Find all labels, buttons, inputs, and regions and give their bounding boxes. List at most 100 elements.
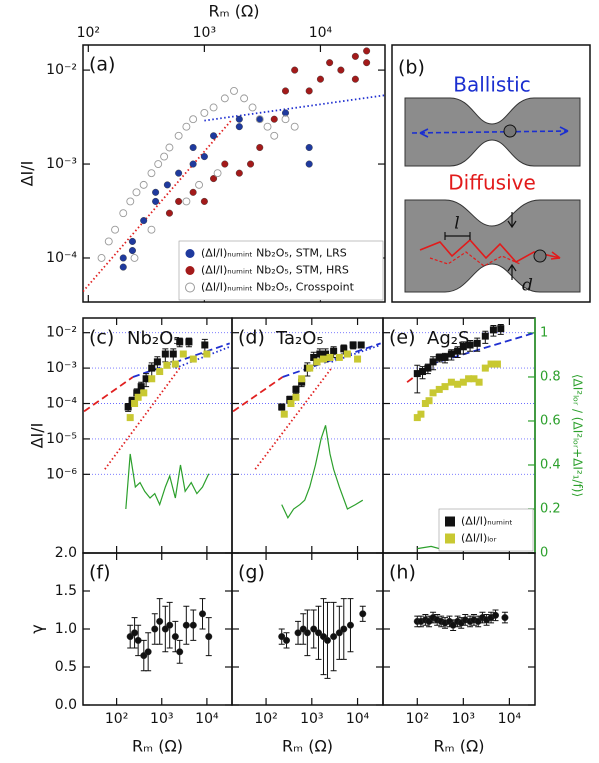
point [351, 52, 359, 60]
y2-tick-label: 0.2 [540, 501, 561, 516]
point [142, 375, 150, 383]
point [153, 358, 161, 366]
panel-label: (h) [389, 562, 416, 584]
plot-frame [82, 44, 386, 303]
point [413, 370, 421, 378]
point [346, 621, 354, 629]
point [435, 385, 443, 393]
plot-area [413, 609, 509, 632]
y-tick-label: 10⁻⁴ [46, 250, 77, 266]
point [131, 629, 139, 637]
point [278, 403, 286, 411]
point [140, 217, 148, 225]
point [119, 254, 127, 262]
legend-marker [445, 533, 455, 544]
point [189, 188, 197, 196]
point [343, 350, 351, 358]
series-line [125, 453, 210, 510]
point [497, 325, 505, 333]
point [441, 383, 449, 391]
plot-area [126, 598, 213, 672]
point [220, 94, 229, 103]
point [154, 160, 163, 168]
point [281, 115, 290, 124]
panel-title: Ag₂S [427, 328, 469, 349]
diffusive-arrow [550, 251, 561, 260]
point [447, 378, 455, 386]
point [152, 197, 160, 205]
point [357, 341, 365, 349]
point [97, 254, 106, 262]
l-marker [444, 232, 471, 240]
panel: 10⁻⁶ 10⁻⁵ 10⁻⁴ 10⁻³ 10⁻² (c) Nb₂O₅ ΔI/I [28, 317, 233, 554]
point [174, 131, 183, 140]
point [303, 629, 311, 637]
legend-label: (ΔI/I)ₗₒᵣ [461, 532, 497, 545]
point [351, 75, 359, 83]
point [359, 610, 367, 618]
y-axis-title: γ [28, 624, 47, 633]
point [292, 393, 300, 401]
legend-label: (ΔI/I)ₙᵤₘᵢₙₜ [461, 515, 513, 528]
diffusive-label: Diffusive [448, 171, 536, 195]
point [287, 400, 295, 408]
y-tick-label: 2.0 [55, 545, 77, 561]
plot-area [83, 47, 385, 293]
point [134, 636, 142, 644]
point [175, 197, 183, 205]
panel-label: (g) [238, 562, 265, 584]
legend-marker [445, 516, 455, 527]
fit-line [204, 94, 385, 122]
point [281, 87, 289, 95]
panel: 10² 10³ 10⁴ (g) Rₘ (Ω) [231, 552, 384, 756]
point [200, 108, 209, 117]
fit-line [254, 367, 333, 470]
point [189, 621, 197, 629]
point [337, 66, 345, 74]
point [335, 629, 343, 637]
fit-line [104, 367, 181, 470]
point [487, 360, 495, 368]
point [459, 378, 467, 386]
panel: 10² 10³ 10⁴ (h) Rₘ (Ω) [382, 552, 536, 756]
point [263, 122, 272, 131]
legend-marker [185, 282, 195, 293]
panel-title: Ta₂O₅ [275, 328, 324, 349]
point [128, 237, 136, 245]
panel: (d) Ta₂O₅ [231, 317, 384, 554]
point [270, 131, 279, 140]
x-tick-label: 10⁴ [195, 711, 219, 727]
fit-line [282, 342, 381, 378]
point [200, 153, 208, 161]
point [130, 254, 139, 262]
x-tick-label: 10³ [300, 711, 323, 727]
point [316, 75, 324, 83]
y-tick-label: 10⁻³ [46, 360, 77, 376]
x-axis-title: Rₘ (Ω) [132, 737, 183, 756]
point [148, 364, 156, 372]
point [248, 103, 257, 112]
fit-line [175, 345, 231, 369]
point [294, 629, 302, 637]
point [435, 353, 443, 361]
panel: 10² 10³ 10⁴ 10⁻⁴ 10⁻³ 10⁻² (ΔI/I)ₙᵤₘᵢₙₜ Nb₂O₅,… [18, 2, 386, 303]
point [489, 326, 497, 334]
point [247, 160, 255, 168]
y-tick-label: 10⁻⁴ [46, 396, 77, 412]
panel-label: (f) [89, 562, 111, 584]
point [429, 389, 437, 397]
point [161, 350, 169, 358]
x-tick-label: 10³ [150, 711, 173, 727]
point [424, 364, 432, 372]
y-axis-title: ΔI/I [18, 161, 37, 187]
y-tick-label: 10⁻² [46, 62, 77, 78]
point [132, 188, 141, 197]
point [126, 197, 135, 206]
point [189, 143, 197, 151]
y2-tick-label: 0.4 [540, 457, 561, 472]
point [419, 368, 427, 376]
x-tick-label: 10² [105, 711, 128, 727]
point [182, 621, 190, 629]
point [134, 393, 142, 401]
